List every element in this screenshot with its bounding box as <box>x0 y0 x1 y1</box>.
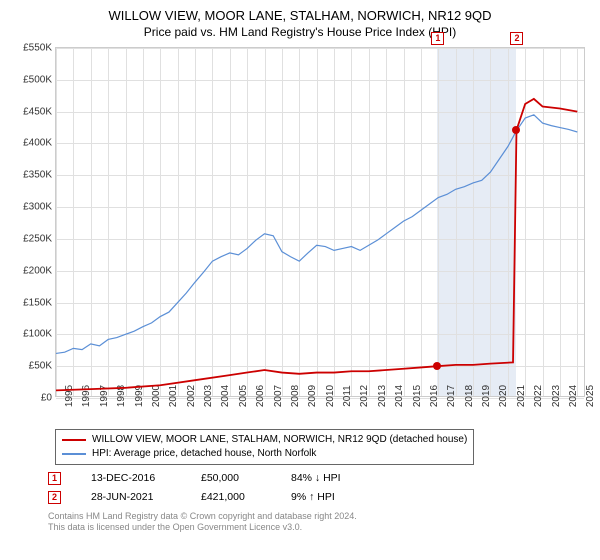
chart-subtitle: Price paid vs. HM Land Registry's House … <box>10 25 590 39</box>
tx-marker: 2 <box>48 491 61 504</box>
y-axis-label: £450K <box>23 106 56 117</box>
transaction-dot <box>433 362 441 370</box>
y-axis-label: £200K <box>23 265 56 276</box>
plot-bg: £0£50K£100K£150K£200K£250K£300K£350K£400… <box>55 47 585 397</box>
legend: WILLOW VIEW, MOOR LANE, STALHAM, NORWICH… <box>55 429 474 465</box>
y-axis-label: £350K <box>23 170 56 181</box>
transaction-dot <box>512 126 520 134</box>
y-axis-label: £500K <box>23 74 56 85</box>
chart-title: WILLOW VIEW, MOOR LANE, STALHAM, NORWICH… <box>10 8 590 23</box>
legend-item-property: WILLOW VIEW, MOOR LANE, STALHAM, NORWICH… <box>62 433 467 447</box>
chart-area: £0 £50K £100K £150K £200K £250K £300K £350K £400… <box>10 43 590 423</box>
footer-line-1: Contains HM Land Registry data © Crown c… <box>48 511 590 523</box>
legend-label-hpi: HPI: Average price, detached house, Nort… <box>92 447 316 461</box>
transaction-row: 2 28-JUN-2021 £421,000 9% ↑ HPI <box>48 488 590 507</box>
transaction-row: 1 13-DEC-2016 £50,000 84% ↓ HPI <box>48 469 590 488</box>
tx-date: 13-DEC-2016 <box>91 469 171 488</box>
y-axis-label: £300K <box>23 202 56 213</box>
tx-diff: 84% ↓ HPI <box>291 469 341 488</box>
tx-marker: 1 <box>48 472 61 485</box>
tx-diff: 9% ↑ HPI <box>291 488 335 507</box>
y-axis-label: £550K <box>23 43 56 54</box>
y-axis-label: £250K <box>23 233 56 244</box>
marker-box-1: 1 <box>431 32 444 45</box>
legend-swatch-hpi <box>62 453 86 455</box>
y-axis-label: £50K <box>29 361 56 372</box>
series-line-hpi <box>56 115 577 354</box>
marker-box-2: 2 <box>510 32 523 45</box>
y-axis-label: £0 <box>41 393 56 404</box>
tx-price: £421,000 <box>201 488 261 507</box>
legend-swatch-property <box>62 439 86 441</box>
tx-date: 28-JUN-2021 <box>91 488 171 507</box>
transactions-table: 1 13-DEC-2016 £50,000 84% ↓ HPI 2 28-JUN-2021… <box>48 469 590 507</box>
y-axis-label: £150K <box>23 297 56 308</box>
footer-line-2: This data is licensed under the Open Gov… <box>48 522 590 534</box>
y-axis-label: £400K <box>23 138 56 149</box>
series-line-property <box>56 99 577 390</box>
y-axis-label: £100K <box>23 329 56 340</box>
tx-price: £50,000 <box>201 469 261 488</box>
series-svg <box>56 48 584 396</box>
footer: Contains HM Land Registry data © Crown c… <box>48 511 590 534</box>
legend-label-property: WILLOW VIEW, MOOR LANE, STALHAM, NORWICH… <box>92 433 467 447</box>
legend-item-hpi: HPI: Average price, detached house, Nort… <box>62 447 467 461</box>
